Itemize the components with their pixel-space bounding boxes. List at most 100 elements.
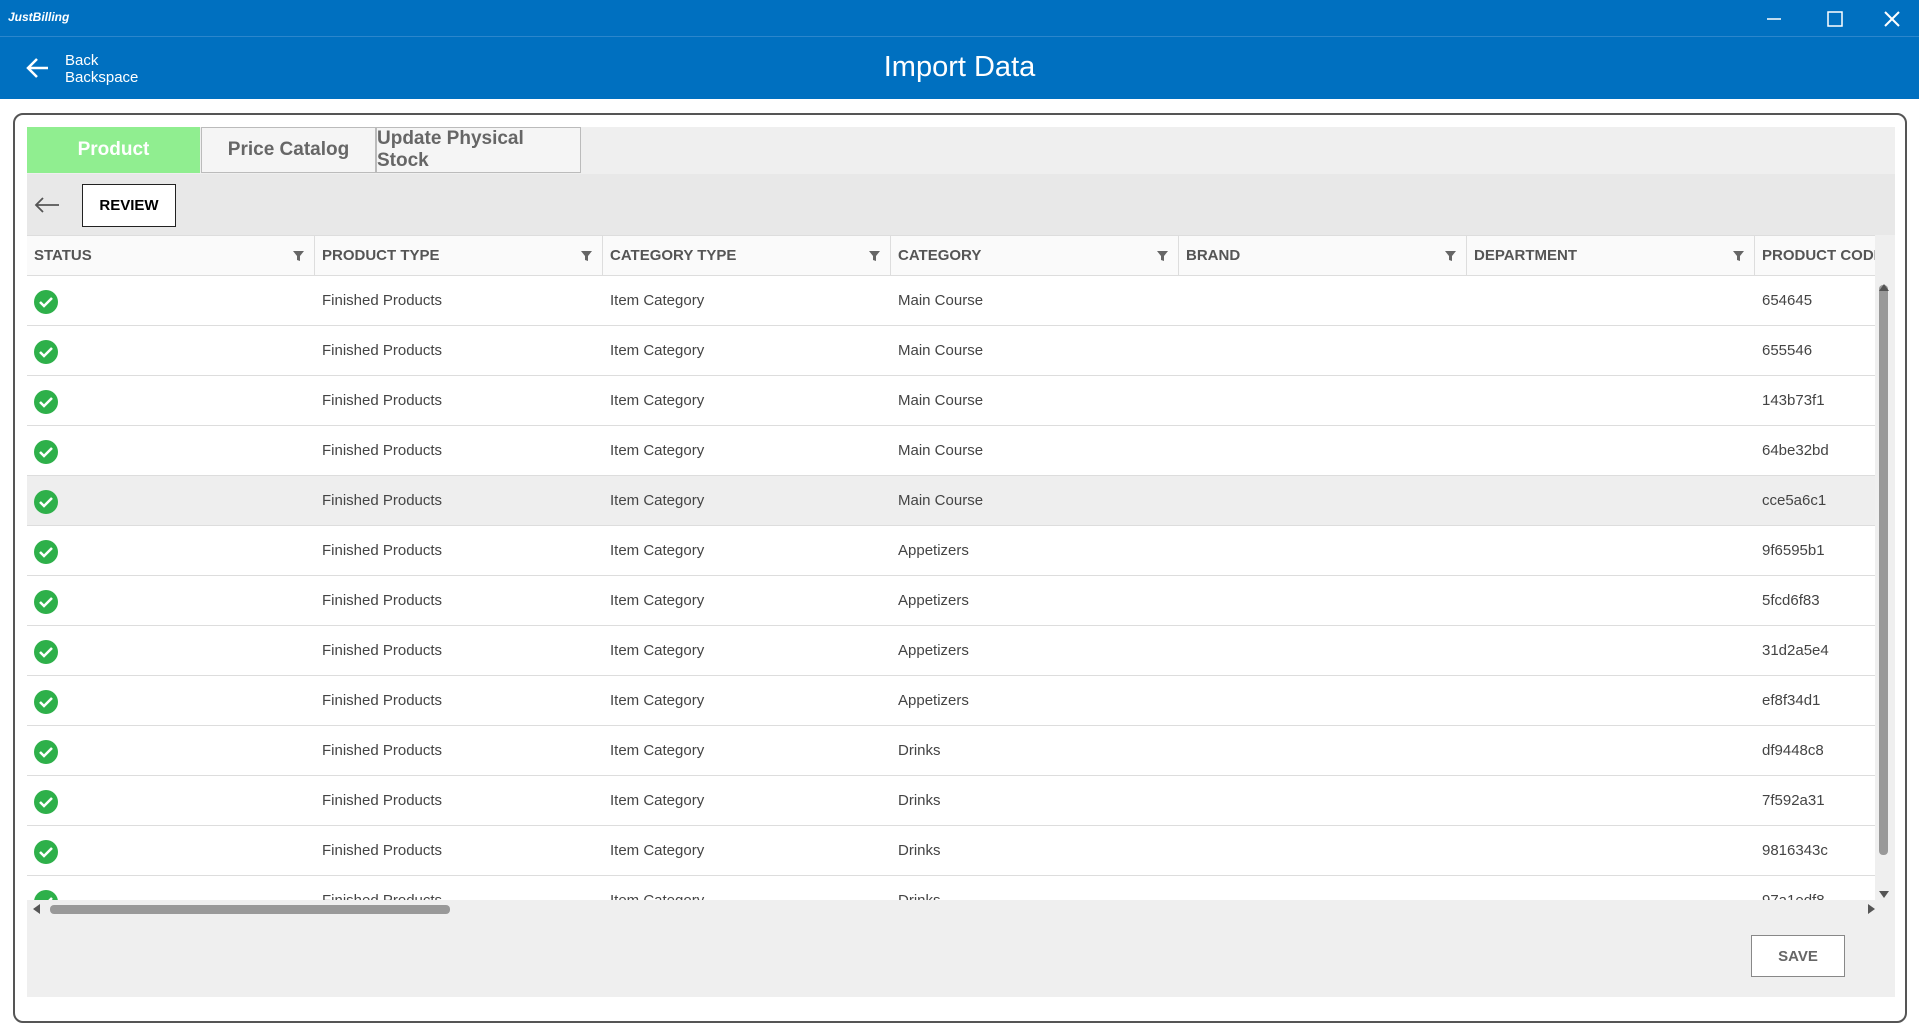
- tab[interactable]: Product: [27, 127, 200, 173]
- table-cell: Finished Products: [315, 576, 603, 626]
- table-row: Finished ProductsItem CategoryAppetizers…: [27, 576, 1875, 626]
- status-ok-icon: [33, 489, 59, 515]
- status-ok-icon: [33, 839, 59, 865]
- table-cell: Finished Products: [315, 726, 603, 776]
- table-row: Finished ProductsItem CategoryDrinks7f59…: [27, 776, 1875, 826]
- table-cell: Drinks: [891, 776, 1179, 826]
- scroll-arrows[interactable]: [1877, 281, 1891, 901]
- table-cell: Finished Products: [315, 876, 603, 900]
- hscroll-arrows[interactable]: [30, 902, 1880, 916]
- table-row: Finished ProductsItem CategoryMain Cours…: [27, 376, 1875, 426]
- data-grid: STATUS PRODUCT TYPE CATEGORY TYPE CATEGORY B…: [27, 235, 1875, 900]
- table-cell: 654645: [1755, 276, 1875, 326]
- filter-icon[interactable]: [292, 249, 306, 263]
- column-header: PRODUCT CODE: [1755, 235, 1875, 276]
- table-cell: Finished Products: [315, 276, 603, 326]
- status-ok-icon: [33, 339, 59, 365]
- table-cell: Main Course: [891, 426, 1179, 476]
- table-cell: Item Category: [603, 876, 891, 900]
- status-ok-icon: [33, 889, 59, 900]
- table-cell: Finished Products: [315, 626, 603, 676]
- column-title: DEPARTMENT: [1474, 247, 1577, 264]
- table-cell: Item Category: [603, 676, 891, 726]
- status-ok-icon: [33, 539, 59, 565]
- table-cell: Finished Products: [315, 326, 603, 376]
- column-title: STATUS: [34, 247, 92, 264]
- window-controls[interactable]: [1755, 8, 1915, 30]
- table-cell: 655546: [1755, 326, 1875, 376]
- column-header: PRODUCT TYPE: [315, 235, 603, 276]
- column-header: BRAND: [1179, 235, 1467, 276]
- status-ok-icon: [33, 389, 59, 415]
- tab[interactable]: Update Physical Stock: [376, 127, 581, 173]
- column-title: PRODUCT CODE: [1762, 247, 1875, 264]
- table-cell: Item Category: [603, 576, 891, 626]
- table-row: Finished ProductsItem CategoryMain Cours…: [27, 326, 1875, 376]
- column-header: CATEGORY: [891, 235, 1179, 276]
- table-cell: Drinks: [891, 876, 1179, 900]
- table-cell: Finished Products: [315, 776, 603, 826]
- app-name: JustBilling: [8, 10, 69, 24]
- table-cell: Appetizers: [891, 626, 1179, 676]
- table-row: Finished ProductsItem CategoryAppetizers…: [27, 676, 1875, 726]
- table-row: Finished ProductsItem CategoryDrinks 97a1…: [27, 876, 1875, 900]
- table-row: Finished ProductsItem CategoryDrinks df94…: [27, 726, 1875, 776]
- toolbar-back[interactable]: [33, 193, 61, 217]
- table-cell: Main Course: [891, 476, 1179, 526]
- status-ok-icon: [33, 589, 59, 615]
- table-cell: Appetizers: [891, 576, 1179, 626]
- table-cell: Finished Products: [315, 826, 603, 876]
- table-cell: Item Category: [603, 476, 891, 526]
- filter-icon[interactable]: [1732, 249, 1746, 263]
- table-cell: Item Category: [603, 726, 891, 776]
- column-title: CATEGORY TYPE: [610, 247, 736, 264]
- table-cell: Item Category: [603, 776, 891, 826]
- table-cell: 97a1edf8: [1755, 876, 1875, 900]
- table-cell: Finished Products: [315, 476, 603, 526]
- column-header: CATEGORY TYPE: [603, 235, 891, 276]
- table-cell: Main Course: [891, 326, 1179, 376]
- table-cell: Appetizers: [891, 526, 1179, 576]
- filter-icon[interactable]: [1444, 249, 1458, 263]
- table-cell: Finished Products: [315, 676, 603, 726]
- table-cell: 5fcd6f83: [1755, 576, 1875, 626]
- save-button[interactable]: SAVE: [1751, 935, 1845, 977]
- column-title: CATEGORY: [898, 247, 981, 264]
- table-cell: Main Course: [891, 276, 1179, 326]
- column-header: STATUS: [27, 235, 315, 276]
- status-ok-icon: [33, 439, 59, 465]
- table-cell: 143b73f1: [1755, 376, 1875, 426]
- table-cell: cce5a6c1: [1755, 476, 1875, 526]
- title-bar: JustBilling: [0, 0, 1919, 37]
- status-ok-icon: [33, 639, 59, 665]
- table-cell: Drinks: [891, 826, 1179, 876]
- column-title: PRODUCT TYPE: [322, 247, 440, 264]
- filter-icon[interactable]: [1156, 249, 1170, 263]
- toolbar: [27, 174, 1895, 235]
- table-cell: 9f6595b1: [1755, 526, 1875, 576]
- table-cell: Item Category: [603, 276, 891, 326]
- review-button[interactable]: REVIEW: [82, 184, 176, 227]
- status-ok-icon: [33, 689, 59, 715]
- table-cell: Item Category: [603, 826, 891, 876]
- page-title: Import Data: [0, 51, 1919, 84]
- tab[interactable]: Price Catalog: [201, 127, 376, 173]
- table-row: Finished ProductsItem CategoryMain Cours…: [27, 426, 1875, 476]
- table-row: Finished ProductsItem CategoryDrinks9816…: [27, 826, 1875, 876]
- table-cell: 31d2a5e4: [1755, 626, 1875, 676]
- header: Back Backspace Import Data: [0, 37, 1919, 99]
- table-cell: ef8f34d1: [1755, 676, 1875, 726]
- table-cell: df9448c8: [1755, 726, 1875, 776]
- table-cell: 64be32bd: [1755, 426, 1875, 476]
- status-ok-icon: [33, 739, 59, 765]
- table-cell: Drinks: [891, 726, 1179, 776]
- table-cell: Item Category: [603, 426, 891, 476]
- table-cell: Item Category: [603, 376, 891, 426]
- filter-icon[interactable]: [868, 249, 882, 263]
- filter-icon[interactable]: [580, 249, 594, 263]
- column-header: DEPARTMENT: [1467, 235, 1755, 276]
- table-cell: Item Category: [603, 526, 891, 576]
- table-cell: Item Category: [603, 626, 891, 676]
- table-cell: Finished Products: [315, 526, 603, 576]
